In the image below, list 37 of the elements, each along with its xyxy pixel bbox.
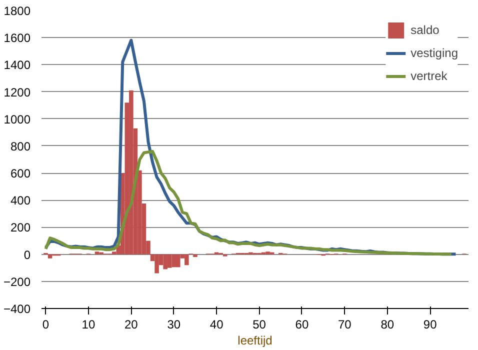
bar (48, 254, 52, 258)
bar (94, 252, 100, 254)
y-tick-label: 800 (10, 139, 31, 154)
x-tick-label: 20 (124, 318, 138, 332)
x-tick-label: 70 (338, 318, 352, 332)
x-tick-label: 0 (42, 318, 50, 332)
x-tick-label: 40 (210, 318, 224, 332)
y-tick-label: 1800 (4, 4, 31, 18)
x-tick-label: 10 (82, 318, 96, 332)
bar (266, 252, 270, 254)
y-tick-label: 200 (10, 220, 31, 235)
x-tick-label: 80 (380, 318, 394, 332)
y-tick-label: 1200 (4, 85, 31, 100)
y-tick-label: −200 (3, 274, 31, 289)
bar (172, 254, 176, 268)
legend-label: vertrek (410, 69, 448, 83)
x-axis-title: leeftijd (238, 334, 272, 348)
bar (154, 254, 159, 274)
legend-label: vestiging (410, 46, 458, 60)
y-tick-label: 400 (10, 194, 31, 208)
y-tick-label: 1600 (4, 31, 31, 46)
bar (163, 254, 168, 270)
line-series (44, 150, 453, 256)
y-tick-label: −400 (3, 302, 31, 316)
x-tick-label: 30 (167, 318, 181, 332)
y-tick-label: 0 (24, 248, 31, 262)
y-tick-label: 1000 (4, 112, 31, 126)
legend-label: saldo (410, 23, 440, 37)
x-tick-label: 90 (423, 318, 438, 332)
y-tick-label: 1400 (4, 58, 31, 72)
x-tick-label: 60 (295, 318, 309, 332)
y-tick-label: 600 (10, 166, 31, 181)
bar (184, 254, 189, 266)
bar (167, 254, 172, 268)
x-tick-label: 50 (252, 318, 266, 332)
bar (193, 254, 198, 258)
bar (129, 90, 134, 254)
